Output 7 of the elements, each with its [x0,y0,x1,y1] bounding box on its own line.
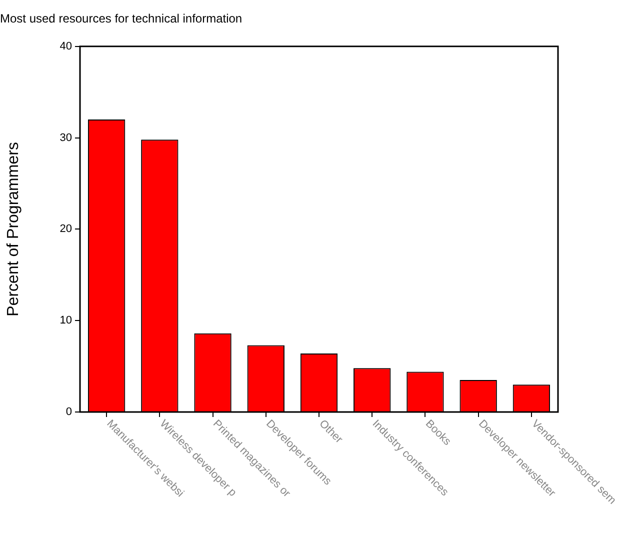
y-tick-label: 0 [66,406,72,418]
chart-title: Most used resources for technical information [0,12,242,26]
y-tick-label: 30 [60,132,72,144]
y-tick-label: 20 [60,223,72,236]
y-tick-label: 40 [60,40,72,52]
y-tick-label: 10 [60,314,72,327]
y-axis-title: Percent of Programmers [5,142,22,316]
